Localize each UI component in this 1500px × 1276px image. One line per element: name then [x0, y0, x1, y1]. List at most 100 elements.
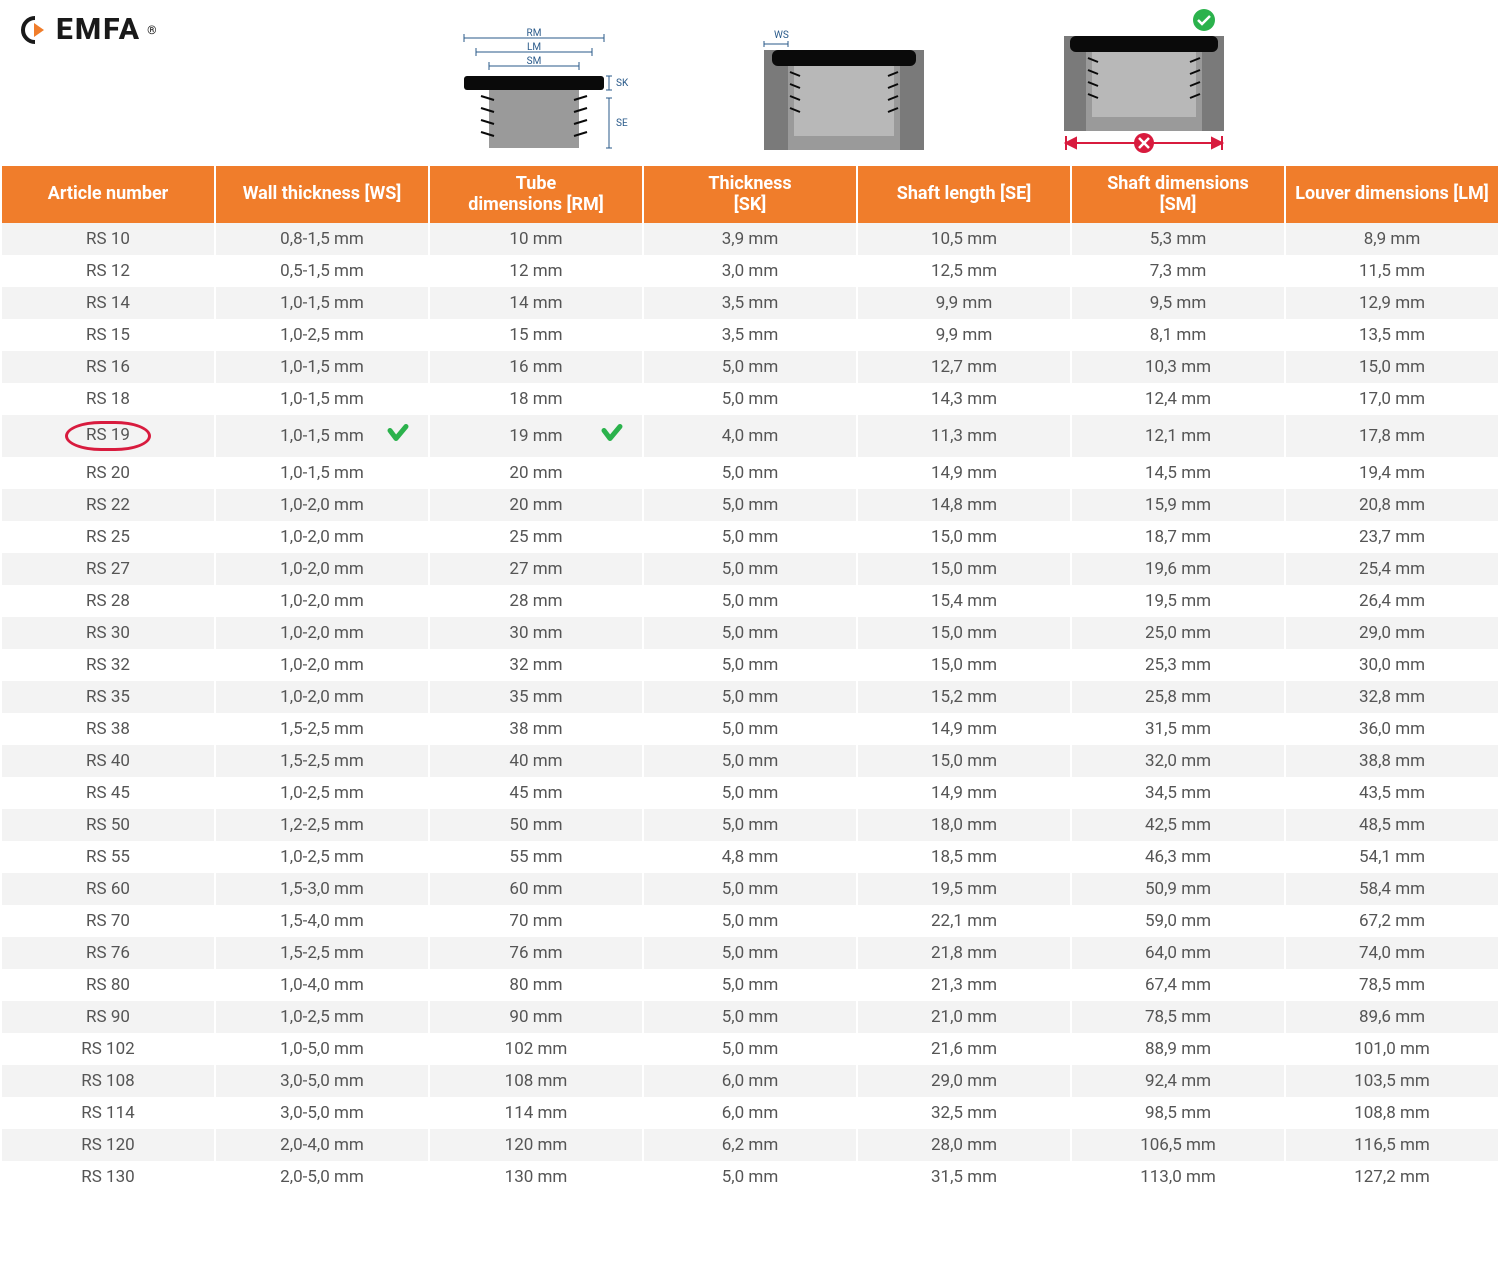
table-cell: 1,0-2,0 mm — [215, 489, 429, 521]
table-cell: 19,4 mm — [1285, 457, 1499, 489]
table-header: Article numberWall thickness [WS]Tubedim… — [1, 166, 1499, 223]
table-cell: 1,5-2,5 mm — [215, 745, 429, 777]
table-cell: 21,0 mm — [857, 1001, 1071, 1033]
table-cell: 25,8 mm — [1071, 681, 1285, 713]
table-cell: RS 27 — [1, 553, 215, 585]
table-row: RS 120,5-1,5 mm12 mm3,0 mm12,5 mm7,3 mm1… — [1, 255, 1499, 287]
table-cell: 15,0 mm — [857, 553, 1071, 585]
table-cell: 50,9 mm — [1071, 873, 1285, 905]
table-cell: 12 mm — [429, 255, 643, 287]
table-cell: 42,5 mm — [1071, 809, 1285, 841]
table-cell: 19,5 mm — [1071, 585, 1285, 617]
column-header: Wall thickness [WS] — [215, 166, 429, 223]
table-cell: 18,7 mm — [1071, 521, 1285, 553]
table-row: RS 381,5-2,5 mm38 mm5,0 mm14,9 mm31,5 mm… — [1, 713, 1499, 745]
table-cell: 1,0-1,5 mm — [215, 383, 429, 415]
table-cell: 15,0 mm — [857, 521, 1071, 553]
table-row: RS 271,0-2,0 mm27 mm5,0 mm15,0 mm19,6 mm… — [1, 553, 1499, 585]
table-cell: 15,4 mm — [857, 585, 1071, 617]
table-cell: 5,0 mm — [643, 937, 857, 969]
table-cell: 18,5 mm — [857, 841, 1071, 873]
table-cell: RS 55 — [1, 841, 215, 873]
table-cell: 5,0 mm — [643, 681, 857, 713]
table-cell: 1,0-2,5 mm — [215, 841, 429, 873]
table-cell: 15,9 mm — [1071, 489, 1285, 521]
correct-badge-icon — [1193, 9, 1215, 31]
table-cell: 5,0 mm — [643, 1161, 857, 1193]
table-cell: 10,3 mm — [1071, 351, 1285, 383]
table-cell: 1,0-2,0 mm — [215, 617, 429, 649]
table-cell: 46,3 mm — [1071, 841, 1285, 873]
table-cell: 101,0 mm — [1285, 1033, 1499, 1065]
table-cell: 8,1 mm — [1071, 319, 1285, 351]
table-cell: 6,0 mm — [643, 1097, 857, 1129]
table-cell: 34,5 mm — [1071, 777, 1285, 809]
table-cell: 5,0 mm — [643, 457, 857, 489]
table-cell: RS 76 — [1, 937, 215, 969]
registered-mark: ® — [147, 23, 158, 37]
table-cell: 113,0 mm — [1071, 1161, 1285, 1193]
header-region: EMFA ® RM LM SM — [0, 0, 1500, 166]
table-cell: 12,1 mm — [1071, 415, 1285, 457]
table-cell: 14,5 mm — [1071, 457, 1285, 489]
table-cell: 1,0-2,0 mm — [215, 585, 429, 617]
table-cell: RS 114 — [1, 1097, 215, 1129]
table-cell: RS 50 — [1, 809, 215, 841]
table-row: RS 301,0-2,0 mm30 mm5,0 mm15,0 mm25,0 mm… — [1, 617, 1499, 649]
table-cell: 78,5 mm — [1071, 1001, 1285, 1033]
table-row: RS 451,0-2,5 mm45 mm5,0 mm14,9 mm34,5 mm… — [1, 777, 1499, 809]
table-cell: 21,8 mm — [857, 937, 1071, 969]
table-row: RS 601,5-3,0 mm60 mm5,0 mm19,5 mm50,9 mm… — [1, 873, 1499, 905]
table-cell: 1,0-1,5 mm — [215, 457, 429, 489]
table-cell: 7,3 mm — [1071, 255, 1285, 287]
table-cell: RS 30 — [1, 617, 215, 649]
table-cell: 17,8 mm — [1285, 415, 1499, 457]
table-cell: 67,4 mm — [1071, 969, 1285, 1001]
label-rm: RM — [527, 28, 542, 39]
table-cell: RS 32 — [1, 649, 215, 681]
table-cell: 15,0 mm — [857, 617, 1071, 649]
table-cell: 12,5 mm — [857, 255, 1071, 287]
table-cell: 9,9 mm — [857, 287, 1071, 319]
table-cell: 5,0 mm — [643, 745, 857, 777]
table-cell: 11,3 mm — [857, 415, 1071, 457]
table-cell: 1,0-1,5 mm — [215, 287, 429, 319]
table-cell: 54,1 mm — [1285, 841, 1499, 873]
table-cell: 26,4 mm — [1285, 585, 1499, 617]
table-cell: 1,0-2,0 mm — [215, 553, 429, 585]
table-cell: 29,0 mm — [857, 1065, 1071, 1097]
table-cell: RS 15 — [1, 319, 215, 351]
check-icon — [600, 421, 624, 452]
table-cell: 32,0 mm — [1071, 745, 1285, 777]
table-cell: 76 mm — [429, 937, 643, 969]
table-row: RS 191,0-1,5 mm19 mm4,0 mm11,3 mm12,1 mm… — [1, 415, 1499, 457]
table-cell: 4,0 mm — [643, 415, 857, 457]
table-cell: RS 108 — [1, 1065, 215, 1097]
table-cell: 14 mm — [429, 287, 643, 319]
table-cell: 29,0 mm — [1285, 617, 1499, 649]
table-cell: 5,0 mm — [643, 713, 857, 745]
table-cell: 98,5 mm — [1071, 1097, 1285, 1129]
table-row: RS 221,0-2,0 mm20 mm5,0 mm14,8 mm15,9 mm… — [1, 489, 1499, 521]
table-cell: 14,9 mm — [857, 457, 1071, 489]
table-row: RS 761,5-2,5 mm76 mm5,0 mm21,8 mm64,0 mm… — [1, 937, 1499, 969]
table-cell: 25 mm — [429, 521, 643, 553]
diagram-correct-incorrect — [1054, 8, 1244, 158]
table-cell: 31,5 mm — [1071, 713, 1285, 745]
table-cell: 5,3 mm — [1071, 223, 1285, 255]
table-row: RS 1302,0-5,0 mm130 mm5,0 mm31,5 mm113,0… — [1, 1161, 1499, 1193]
table-row: RS 181,0-1,5 mm18 mm5,0 mm14,3 mm12,4 mm… — [1, 383, 1499, 415]
table-cell: 67,2 mm — [1285, 905, 1499, 937]
column-header: Article number — [1, 166, 215, 223]
table-cell: 3,5 mm — [643, 287, 857, 319]
column-header: Tubedimensions [RM] — [429, 166, 643, 223]
table-cell: 23,7 mm — [1285, 521, 1499, 553]
table-cell: 8,9 mm — [1285, 223, 1499, 255]
table-cell: 21,3 mm — [857, 969, 1071, 1001]
table-cell: 1,0-5,0 mm — [215, 1033, 429, 1065]
table-cell: 25,3 mm — [1071, 649, 1285, 681]
table-row: RS 901,0-2,5 mm90 mm5,0 mm21,0 mm78,5 mm… — [1, 1001, 1499, 1033]
spec-table: Article numberWall thickness [WS]Tubedim… — [0, 166, 1500, 1193]
table-cell: 15,0 mm — [1285, 351, 1499, 383]
table-cell: 50 mm — [429, 809, 643, 841]
